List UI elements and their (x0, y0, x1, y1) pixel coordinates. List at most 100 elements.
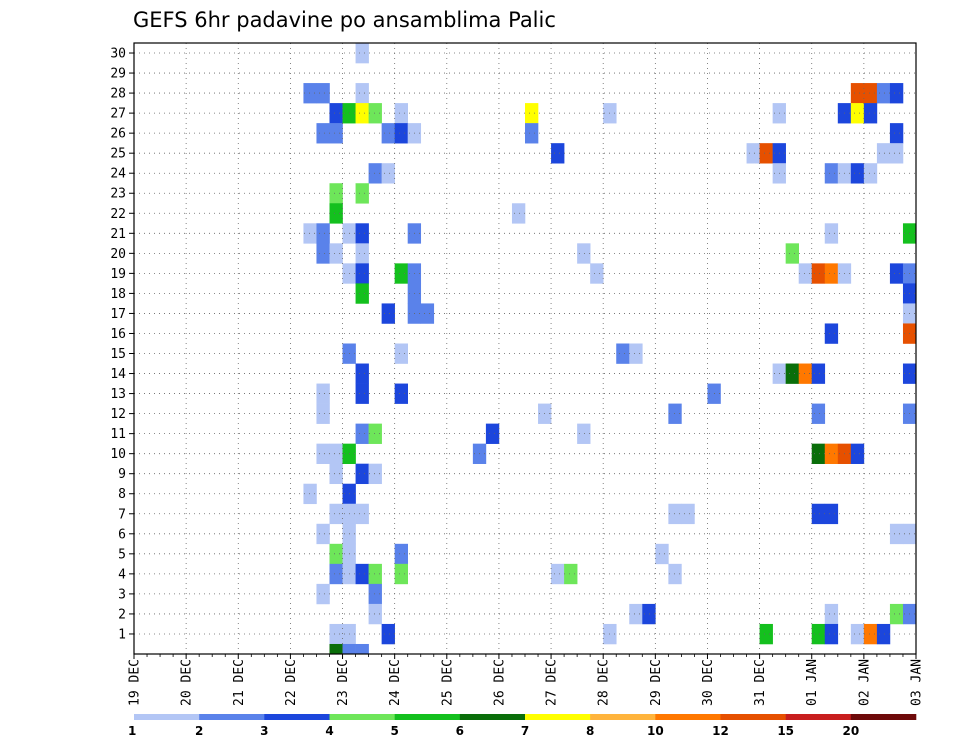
heatmap-cell (368, 563, 382, 585)
colorbar-label: 5 (390, 724, 398, 738)
heatmap-cell (355, 183, 369, 204)
y-tick-label: 30 (110, 47, 126, 62)
heatmap-cell (316, 223, 330, 244)
heatmap-cell (525, 103, 539, 124)
heatmap-cell (329, 563, 343, 585)
y-tick-label: 27 (110, 107, 126, 122)
heatmap-cell (551, 143, 565, 164)
heatmap-cell (850, 623, 865, 645)
heatmap-cell (824, 223, 839, 244)
heatmap-cell (798, 263, 813, 284)
y-tick-label: 8 (118, 487, 126, 502)
heatmap-cell (668, 503, 682, 525)
heatmap-cell (329, 503, 343, 525)
heatmap-cell (511, 203, 526, 224)
colorbar-label: 7 (521, 724, 529, 738)
heatmap-cell (616, 343, 630, 364)
heatmap-cell (485, 423, 500, 444)
heatmap-cell (368, 603, 382, 625)
y-tick-label: 5 (118, 547, 126, 562)
y-tick-label: 2 (118, 607, 126, 622)
y-tick-label: 10 (110, 447, 126, 462)
heatmap-cell (577, 243, 591, 264)
heatmap-cell (551, 563, 565, 585)
heatmap-cell (355, 383, 369, 404)
colorbar-label: 12 (712, 724, 729, 738)
heatmap-cell (329, 443, 343, 464)
y-tick-label: 20 (110, 247, 126, 262)
heatmap-cell (759, 143, 773, 164)
heatmap-cell (420, 303, 435, 324)
colorbar-swatch (655, 714, 721, 720)
y-tick-label: 26 (110, 127, 126, 142)
heatmap-cell (329, 183, 343, 204)
heatmap-cell (355, 363, 369, 384)
heatmap-cell (655, 543, 669, 565)
heatmap-cell (342, 643, 356, 655)
heatmap-cell (681, 503, 695, 525)
y-axis-ticks: 1234567891011121314151617181920212223242… (110, 47, 134, 642)
heatmap-cell (368, 163, 382, 184)
colorbar-swatch (785, 714, 852, 720)
y-tick-label: 12 (110, 407, 126, 422)
heatmap-cell (525, 123, 539, 144)
heatmap-cell (824, 503, 839, 525)
heatmap-cell (850, 443, 865, 464)
heatmap-cell (629, 343, 643, 364)
heatmap-cell (850, 83, 865, 104)
heatmap-cell (381, 623, 395, 645)
x-tick-label: 03 JAN (910, 659, 925, 706)
y-tick-label: 29 (110, 67, 126, 82)
y-tick-label: 24 (110, 167, 126, 182)
heatmap-cell (329, 123, 343, 144)
heatmap-cell (876, 143, 891, 164)
y-tick-label: 3 (118, 587, 126, 602)
heatmap-cell (381, 303, 395, 324)
heatmap-cell (824, 263, 839, 284)
gridlines (134, 43, 916, 654)
heatmap-cell (316, 83, 330, 104)
heatmap-cell (355, 423, 369, 444)
x-tick-label: 19 DEC (128, 659, 143, 706)
heatmap-cell (876, 623, 891, 645)
heatmap-cell (824, 323, 839, 344)
heatmap-cell (798, 363, 813, 384)
chart-title: GEFS 6hr padavine po ansamblima Palic (133, 8, 556, 32)
colorbar-swatch (199, 714, 265, 720)
heatmap-cell (394, 543, 408, 565)
colorbar-legend: 1 2 3 4 5 6 7 8 10 12 15 20 (128, 714, 917, 738)
x-tick-label: 24 DEC (388, 659, 403, 706)
heatmap-cell (355, 43, 369, 64)
heatmap-cell (811, 623, 826, 645)
colorbar-swatch (590, 714, 656, 720)
heatmap-cell (876, 83, 891, 104)
colorbar-swatch (525, 714, 591, 720)
heatmap-cell (329, 463, 343, 485)
heatmap-cell (811, 443, 826, 464)
y-tick-label: 19 (110, 267, 126, 282)
y-tick-label: 15 (110, 347, 126, 362)
colorbar-label: 20 (842, 724, 859, 738)
heatmap-cell (368, 103, 382, 124)
heatmap-cell (824, 443, 839, 464)
x-tick-label: 26 DEC (492, 659, 507, 706)
x-tick-label: 29 DEC (649, 659, 664, 706)
x-tick-label: 23 DEC (336, 659, 351, 706)
y-tick-label: 1 (118, 627, 126, 642)
y-tick-label: 21 (110, 227, 126, 242)
heatmap-cell (329, 543, 343, 565)
heatmap-cell (329, 103, 343, 124)
heatmap-cell (329, 643, 343, 655)
heatmap-cell (355, 503, 369, 525)
heatmap-cell (824, 603, 839, 625)
heatmap-cell (785, 243, 799, 264)
colorbar-label: 2 (195, 724, 203, 738)
colorbar-swatch (850, 714, 917, 720)
heatmap-cell (889, 143, 904, 164)
heatmap-cell (355, 83, 369, 104)
colorbar-label: 8 (586, 724, 594, 738)
heatmap-cell (316, 123, 330, 144)
heatmap-cell (355, 563, 369, 585)
y-tick-label: 25 (110, 147, 126, 162)
heatmap-cell (577, 423, 591, 444)
